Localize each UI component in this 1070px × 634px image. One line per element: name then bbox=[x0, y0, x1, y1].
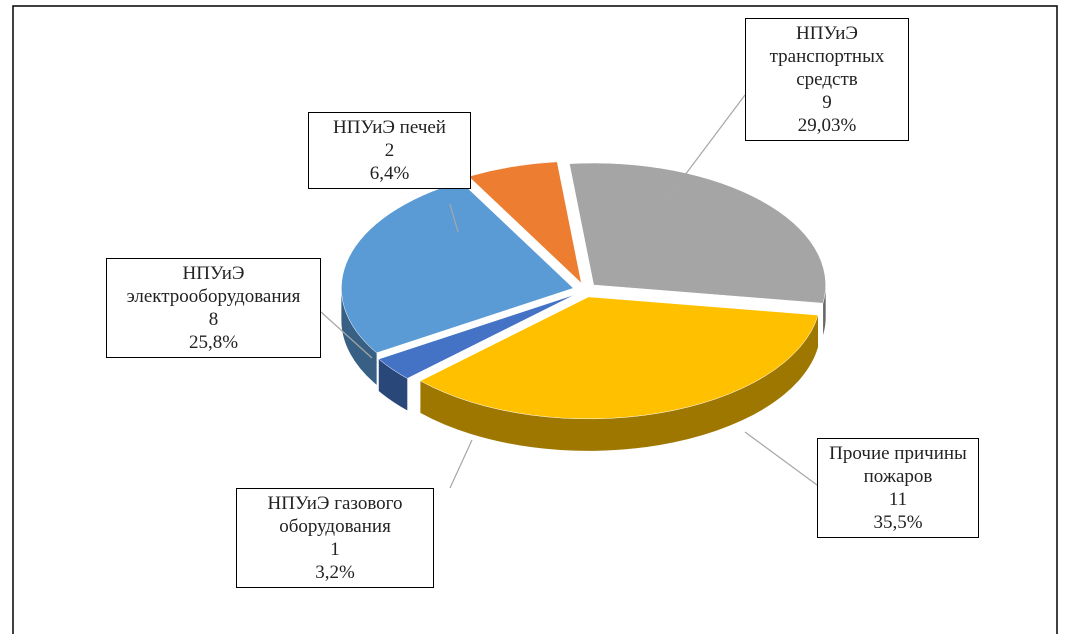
label-category: Прочие причины пожаров bbox=[829, 443, 967, 487]
leader-line bbox=[449, 203, 459, 233]
label-count: 9 bbox=[822, 92, 832, 113]
label-category: НПУиЭ печей bbox=[333, 117, 446, 138]
data-label: Прочие причины пожаров 11 35,5% bbox=[817, 438, 979, 538]
label-count: 2 bbox=[384, 140, 395, 161]
slice bbox=[341, 181, 574, 354]
slice-tops bbox=[341, 161, 826, 420]
label-percent: 29,03% bbox=[797, 115, 857, 136]
leader-line bbox=[449, 439, 473, 489]
label-percent: 3,2% bbox=[315, 562, 355, 583]
slice-side bbox=[341, 288, 377, 385]
label-category: НПУиЭ электрооборудования bbox=[126, 263, 301, 307]
data-label: НПУиЭ печей 2 6,4% bbox=[308, 112, 471, 189]
leader-line bbox=[744, 431, 818, 486]
label-category: НПУиЭ газового оборудования bbox=[267, 493, 403, 537]
label-percent: 25,8% bbox=[188, 332, 239, 353]
leader-line bbox=[654, 94, 746, 216]
slice-side bbox=[823, 285, 826, 336]
label-percent: 6,4% bbox=[369, 163, 410, 184]
chart-border bbox=[12, 5, 1058, 634]
data-label: НПУиЭ транспортных средств 9 29,03% bbox=[745, 18, 909, 141]
label-count: 8 bbox=[208, 309, 219, 330]
slice bbox=[378, 294, 576, 379]
slice bbox=[569, 162, 826, 304]
label-percent: 35,5% bbox=[873, 512, 923, 533]
slice-sides bbox=[341, 285, 826, 451]
slice-side bbox=[420, 315, 819, 451]
slice-side bbox=[378, 359, 408, 411]
data-label: НПУиЭ электрооборудования 8 25,8% bbox=[106, 258, 321, 358]
leader-line bbox=[320, 311, 373, 359]
data-label: НПУиЭ газового оборудования 1 3,2% bbox=[236, 488, 434, 588]
slice bbox=[419, 296, 819, 420]
label-category: НПУиЭ транспортных средств bbox=[769, 23, 885, 90]
label-count: 1 bbox=[330, 539, 340, 560]
label-count: 11 bbox=[888, 489, 908, 510]
